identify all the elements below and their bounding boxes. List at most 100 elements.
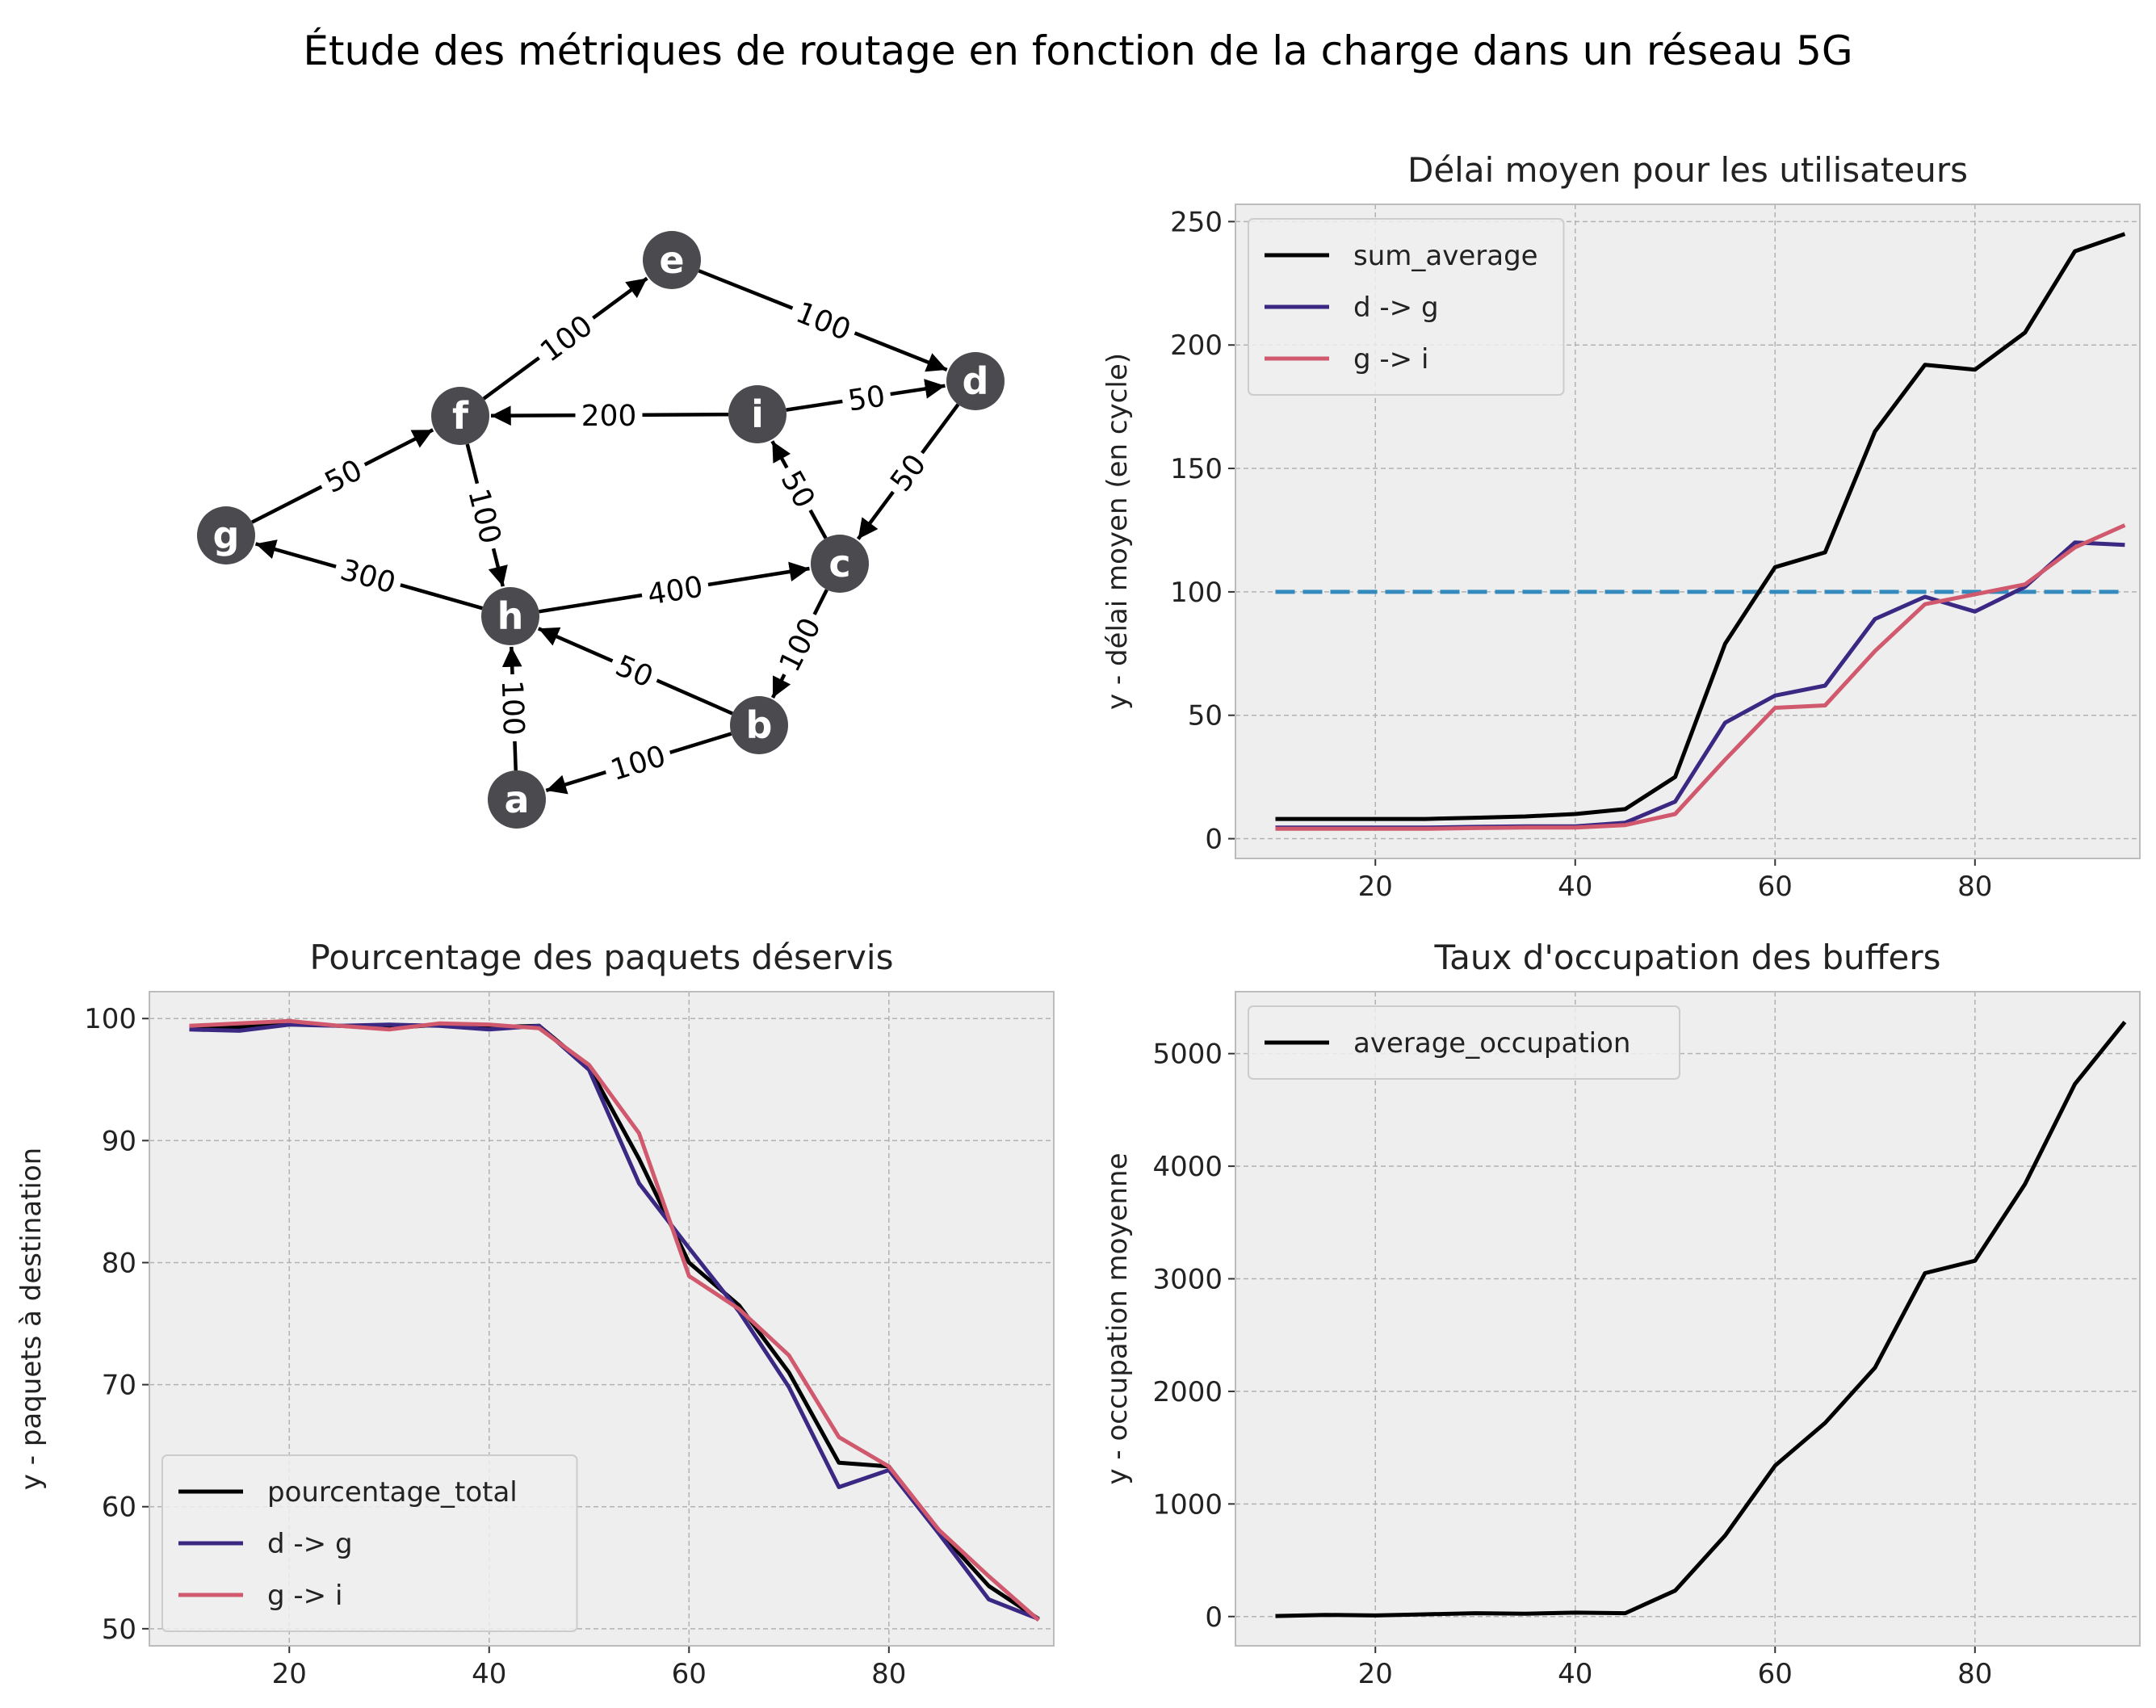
edge-weight-label: 50: [840, 376, 893, 419]
svg-text:100: 100: [495, 679, 530, 736]
y-tick-label: 250: [1170, 206, 1223, 238]
x-tick-label: 80: [871, 1658, 906, 1690]
svg-text:i: i: [751, 392, 764, 436]
x-tick-label: 20: [1358, 871, 1393, 903]
svg-text:g: g: [213, 514, 240, 557]
legend-label: d -> g: [1353, 292, 1439, 324]
delay-chart: 20 40 60 80 0 50 100 150 200 250 Délai moyen pour …: [1101, 150, 2141, 903]
svg-text:200: 200: [581, 400, 637, 433]
figure-title: Étude des métriques de routage en foncti…: [303, 27, 1852, 74]
graph-node-g: g: [197, 506, 255, 564]
series-line-g-i: [1275, 523, 2126, 831]
x-tick-label: 80: [1957, 871, 1992, 903]
y-axis-label: y - paquets à destination: [15, 1148, 48, 1490]
svg-text:c: c: [828, 542, 850, 585]
chart-title: Pourcentage des paquets déservis: [310, 938, 894, 977]
x-tick-label: 80: [1957, 1658, 1992, 1690]
edge-weight-label: 100: [768, 606, 831, 682]
x-tick-label: 20: [272, 1658, 307, 1690]
series-line-average-occupation: [1275, 1021, 2127, 1618]
legend-box: [161, 1454, 578, 1632]
svg-text:100: 100: [607, 740, 670, 787]
graph-node-a: a: [488, 770, 546, 829]
edge-weight-label: 100: [786, 292, 862, 350]
plot-area: [1235, 992, 2140, 1646]
y-tick-label: 2000: [1152, 1376, 1223, 1408]
y-tick-label: 90: [102, 1125, 136, 1157]
svg-text:h: h: [497, 594, 524, 638]
y-tick-label: 200: [1170, 329, 1223, 362]
edge-weight-label: 400: [639, 567, 711, 613]
graph-node-i: i: [728, 385, 786, 443]
legend: average_occupation: [1248, 1005, 1680, 1080]
y-tick-label: 80: [102, 1247, 136, 1279]
svg-text:b: b: [746, 703, 773, 747]
legend-label: d -> g: [267, 1528, 353, 1560]
network-graph: 100 100 200 50 50 100 50 50 300 400 100 50 100 100 a b c…: [197, 231, 1005, 829]
y-tick-label: 1000: [1152, 1488, 1223, 1521]
edge-weight-label: 100: [528, 304, 604, 372]
legend-label: average_occupation: [1353, 1027, 1630, 1060]
graph-node-e: e: [643, 231, 701, 289]
svg-text:a: a: [504, 778, 529, 821]
x-tick-label: 40: [472, 1658, 506, 1690]
y-tick-label: 4000: [1152, 1151, 1223, 1183]
edge-weight-label: 50: [771, 459, 826, 519]
x-tick-label: 40: [1558, 871, 1592, 903]
y-tick-label: 60: [102, 1492, 136, 1524]
x-tick-label: 60: [672, 1658, 707, 1690]
y-tick-label: 50: [102, 1614, 136, 1646]
axes-frame: [149, 991, 1055, 1647]
legend-label: g -> i: [1353, 343, 1428, 376]
y-tick-label: 50: [1188, 700, 1223, 732]
x-tick-label: 20: [1358, 1658, 1393, 1690]
graph-node-h: h: [481, 587, 539, 645]
axes-frame: [1235, 204, 2141, 859]
graph-node-d: d: [946, 352, 1005, 410]
edge-weight-label: 100: [459, 479, 511, 553]
svg-text:300: 300: [337, 553, 399, 600]
packets-chart: 20 40 60 80 50 60 70 80 90 100 Pourcentage des paq…: [15, 938, 1055, 1690]
y-axis-label: y - occupation moyenne: [1101, 1152, 1134, 1484]
x-tick-label: 60: [1758, 871, 1793, 903]
legend-box: [1248, 1005, 1680, 1080]
svg-text:100: 100: [791, 296, 855, 348]
legend-label: sum_average: [1353, 240, 1538, 272]
legend-label: pourcentage_total: [267, 1476, 518, 1509]
y-tick-label: 0: [1205, 824, 1223, 856]
edge-weight-label: 200: [575, 397, 643, 434]
svg-text:50: 50: [846, 380, 887, 418]
y-tick-label: 0: [1205, 1601, 1223, 1634]
svg-text:e: e: [659, 238, 684, 282]
edge-weight-label: 50: [605, 644, 665, 697]
edge-weight-label: 100: [600, 735, 676, 790]
edge-weight-label: 300: [331, 549, 405, 602]
buffer-chart: 20 40 60 80 0 1000 2000 3000 4000 5000 Taux d'occu…: [1101, 938, 2141, 1690]
y-tick-label: 5000: [1152, 1039, 1223, 1071]
y-tick-label: 150: [1170, 453, 1223, 485]
graph-node-f: f: [431, 387, 489, 445]
graph-node-b: b: [730, 696, 788, 754]
y-axis-label: y - délai moyen (en cycle): [1101, 353, 1134, 710]
svg-text:d: d: [963, 359, 989, 403]
svg-text:100: 100: [461, 485, 506, 548]
y-tick-label: 3000: [1152, 1264, 1223, 1296]
chart-title: Délai moyen pour les utilisateurs: [1407, 150, 1968, 190]
x-tick-label: 60: [1758, 1658, 1793, 1690]
x-tick-label: 40: [1558, 1658, 1592, 1690]
y-tick-label: 100: [1170, 577, 1223, 609]
svg-text:f: f: [452, 394, 469, 438]
edge-weight-label: 50: [879, 442, 937, 503]
edge-weight-label: 100: [494, 674, 533, 742]
legend-label: g -> i: [267, 1580, 342, 1612]
edge-weight-label: 50: [313, 448, 373, 503]
axes-frame: [1235, 991, 2141, 1647]
series-line-g-i: [189, 1018, 1041, 1622]
chart-title: Taux d'occupation des buffers: [1433, 938, 1940, 977]
y-tick-label: 70: [102, 1370, 136, 1402]
legend-box: [1248, 218, 1565, 396]
graph-node-c: c: [811, 535, 869, 593]
